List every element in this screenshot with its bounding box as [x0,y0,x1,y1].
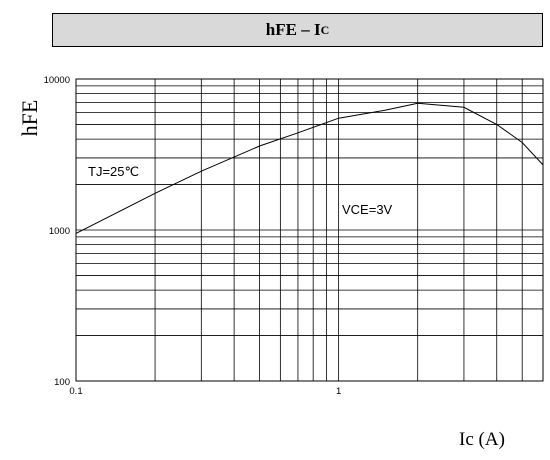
chart-title-subscript: C [320,22,330,37]
y-tick-label: 10000 [44,75,70,86]
x-axis-label: Ic (A) [459,429,505,450]
tick-labels: 100 1000 10000 0.1 1 [44,75,342,397]
y-tick-label: 100 [54,377,70,388]
plot-frame [75,78,544,382]
hfe-curve [75,102,544,234]
x-tick-label: 0.1 [69,386,82,397]
y-axis-label: hFE [17,100,42,137]
grid [76,79,543,381]
chart-title-main: hFE – I [265,20,321,39]
vce-annotation: VCE=3V [342,202,393,217]
y-tick-label: 1000 [49,226,70,237]
temperature-annotation: TJ=25℃ [88,164,139,179]
x-tick-label: 1 [336,386,341,397]
